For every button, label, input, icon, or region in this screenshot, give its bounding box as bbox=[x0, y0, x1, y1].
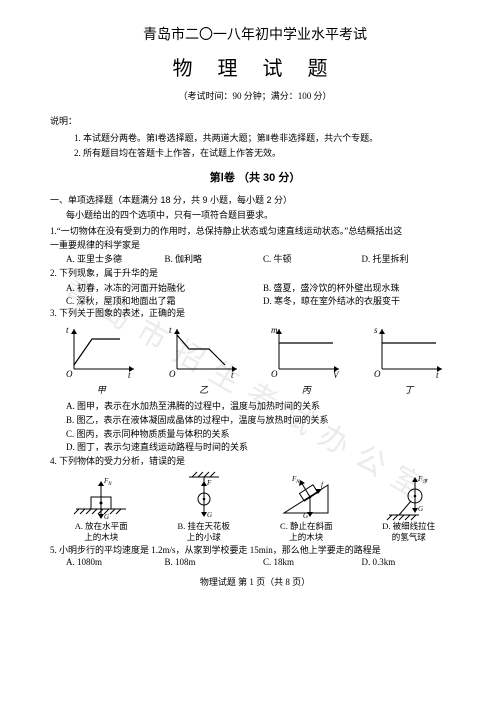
svg-text:G: G bbox=[207, 511, 212, 519]
instructions-label: 说明： bbox=[50, 114, 460, 127]
diagram-b: F G B. 挂在天花板 上的小球 bbox=[165, 471, 243, 541]
q2-row1: A. 初春，冰冻的河面开始融化 B. 盛夏，盛冷饮的杯外壁出现水珠 bbox=[66, 281, 460, 294]
label-jia: 甲 bbox=[62, 383, 140, 396]
svg-text:O: O bbox=[271, 369, 278, 379]
q1-optC: C. 牛顿 bbox=[263, 252, 362, 265]
svg-text:t: t bbox=[66, 325, 69, 335]
q2-optA: A. 初春，冰冻的河面开始融化 bbox=[66, 281, 263, 294]
q5-optC: C. 18km bbox=[263, 557, 362, 567]
q2-optC: C. 深秋，屋顶和地面出了霜 bbox=[66, 294, 263, 307]
q2-text: 2. 下列现象，属于升华的是 bbox=[50, 267, 460, 280]
q1-text1: 1.“一切物体在没有受到力的作用时，总保持静止状态或匀速直线运动状态。”总结概括… bbox=[50, 225, 460, 238]
q4-text: 4. 下列物体的受力分析，错误的是 bbox=[50, 455, 460, 468]
svg-text:t: t bbox=[128, 370, 131, 380]
q4-capA: A. 放在水平面 上的木块 bbox=[62, 521, 140, 541]
q3-optB: B. 图乙，表示在液体凝固成晶体的过程中，温度与放热时间的关系 bbox=[66, 414, 460, 427]
label-yi: 乙 bbox=[165, 383, 243, 396]
q4-capC: C. 静止在斜面 上的木块 bbox=[267, 521, 345, 541]
q3-optC: C. 图丙，表示同种物质质量与体积的关系 bbox=[66, 428, 460, 441]
label-ding: 丁 bbox=[370, 383, 448, 396]
q5-optA: A. 1080m bbox=[66, 557, 165, 567]
q4-capD: D. 被细线拉住 的氢气球 bbox=[370, 521, 448, 541]
q5-optD: D. 0.3km bbox=[362, 557, 461, 567]
svg-text:O: O bbox=[374, 369, 381, 379]
diagram-c: FN f G C. 静止在斜面 上的木块 bbox=[267, 471, 345, 541]
svg-text:F: F bbox=[206, 479, 212, 487]
exam-title: 青岛市二〇一八年初中学业水平考试 bbox=[50, 24, 460, 44]
q5-options: A. 1080m B. 108m C. 18km D. 0.3km bbox=[66, 557, 460, 567]
q1-options: A. 亚里士多德 B. 伽利略 C. 牛顿 D. 托里拆利 bbox=[66, 252, 460, 265]
diagram-a: FN G A. 放在水平面 上的木块 bbox=[62, 471, 140, 541]
graph-ding: s t O 丁 bbox=[370, 323, 448, 396]
q1-optD: D. 托里拆利 bbox=[362, 252, 461, 265]
svg-text:G: G bbox=[303, 512, 308, 520]
instruction-2: 2. 所有题目均在答题卡上作答，在试题上作答无效。 bbox=[74, 146, 460, 159]
q3-graphs: t t O 甲 t t O 乙 bbox=[50, 323, 460, 396]
svg-text:V: V bbox=[333, 370, 340, 380]
graph-yi: t t O 乙 bbox=[165, 323, 243, 396]
label-bing: 丙 bbox=[267, 383, 345, 396]
q2-row2: C. 深秋，屋顶和地面出了霜 D. 寒冬，晾在室外结冰的衣服变干 bbox=[66, 294, 460, 307]
q4-diagrams: FN G A. 放在水平面 上的木块 F G B. 挂在天花板 上的小球 bbox=[50, 471, 460, 541]
q1-optB: B. 伽利略 bbox=[165, 252, 264, 265]
instruction-1: 1. 本试题分两卷。第Ⅰ卷选择题，共两道大题；第Ⅱ卷非选择题，共六个专题。 bbox=[74, 131, 460, 144]
svg-text:t: t bbox=[231, 370, 234, 380]
q5-optB: B. 108m bbox=[165, 557, 264, 567]
svg-text:s: s bbox=[374, 325, 378, 335]
q1-text2: 一重要规律的科学家是 bbox=[50, 239, 460, 252]
svg-text:t: t bbox=[436, 370, 439, 380]
exam-page: 青岛市二〇一八年初中学业水平考试 物 理 试 题 （考试时间：90 分钟；满分：… bbox=[0, 0, 500, 598]
svg-text:t: t bbox=[169, 325, 172, 335]
q3-optD: D. 图丁，表示匀速直线运动路程与时间的关系 bbox=[66, 441, 460, 454]
exam-info: （考试时间：90 分钟；满分：100 分） bbox=[50, 89, 460, 102]
q2-optB: B. 盛夏，盛冷饮的杯外壁出现水珠 bbox=[263, 281, 460, 294]
exam-subject: 物 理 试 题 bbox=[50, 52, 460, 81]
q1-optA: A. 亚里士多德 bbox=[66, 252, 165, 265]
graph-bing: m V O 丙 bbox=[267, 323, 345, 396]
q2-optD: D. 寒冬，晾在室外结冰的衣服变干 bbox=[263, 294, 460, 307]
part-a-head2: 每小题给出的四个选项中，只有一项符合题目要求。 bbox=[66, 208, 460, 221]
svg-text:G: G bbox=[104, 513, 109, 521]
diagram-d: F浮 G D. 被细线拉住 的氢气球 bbox=[370, 471, 448, 541]
svg-text:G: G bbox=[418, 505, 423, 513]
q3-optA: A. 图甲，表示在水加热至沸腾的过程中，温度与加热时间的关系 bbox=[66, 400, 460, 413]
q3-text: 3. 下列关于图象的表述，正确的是 bbox=[50, 307, 460, 320]
q5-text: 5. 小明步行的平均速度是 1.2m/s，从家到学校要走 15min，那么他上学… bbox=[50, 544, 460, 557]
q4-capB: B. 挂在天花板 上的小球 bbox=[165, 521, 243, 541]
svg-text:F浮: F浮 bbox=[417, 475, 428, 485]
page-footer: 物理试题 第 1 页（共 8 页） bbox=[50, 575, 460, 588]
part-a-head1: 一、单项选择题（本题满分 18 分，共 9 小题，每小题 2 分） bbox=[50, 193, 460, 206]
svg-text:FN: FN bbox=[291, 475, 300, 485]
svg-text:FN: FN bbox=[103, 477, 112, 487]
svg-text:O: O bbox=[66, 369, 73, 379]
section1-title: 第Ⅰ卷 （共 30 分） bbox=[50, 169, 460, 185]
svg-text:m: m bbox=[271, 325, 278, 335]
graph-jia: t t O 甲 bbox=[62, 323, 140, 396]
svg-text:O: O bbox=[169, 369, 176, 379]
